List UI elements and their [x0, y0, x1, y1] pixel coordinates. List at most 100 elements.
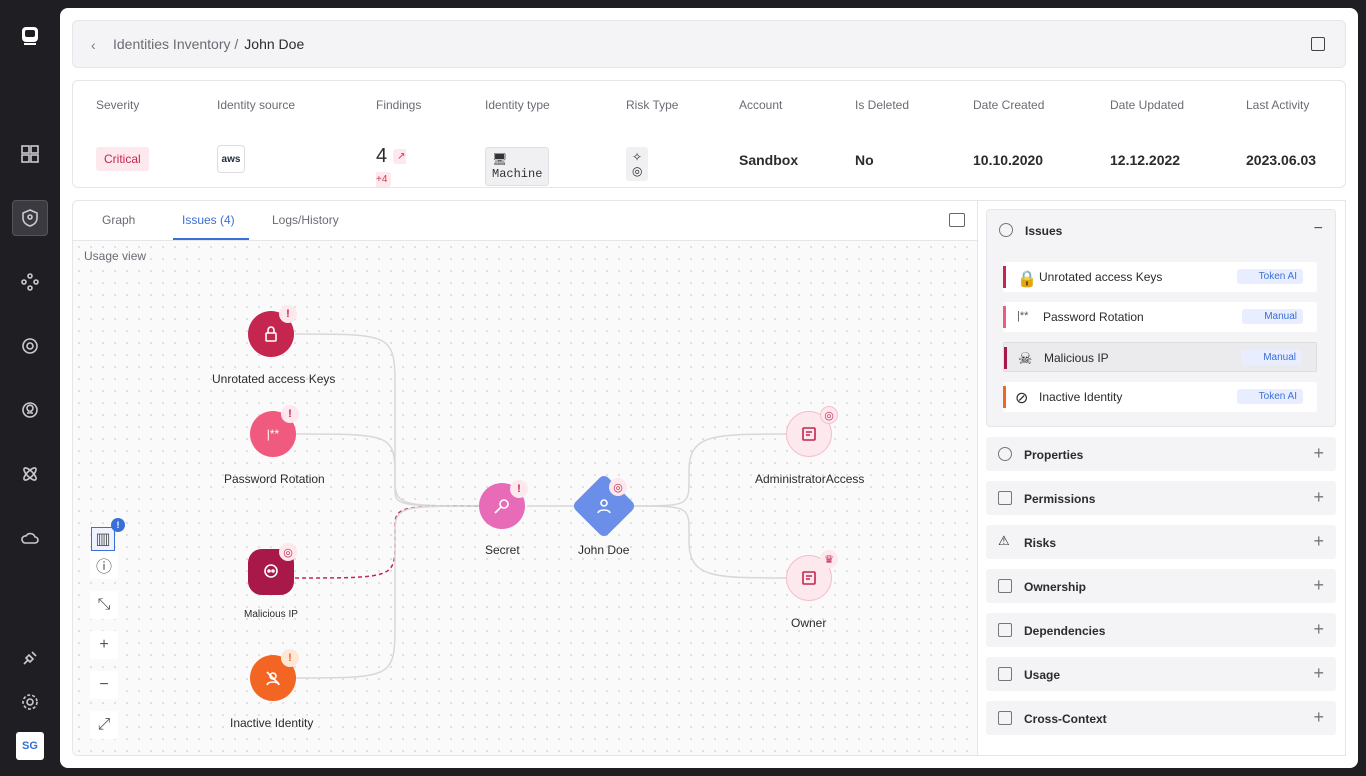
active-tab-underline [173, 238, 249, 240]
risk-type-icons: ✧ ◎ [626, 147, 649, 181]
alert-badge-icon: ! [510, 480, 528, 498]
fit-screen-icon[interactable]: ⤢ [90, 711, 118, 739]
identity-type-chip: 🖥 Machine [485, 147, 550, 186]
issue-item[interactable]: |** Password Rotation Manual [1003, 302, 1317, 332]
zoom-in-icon[interactable]: + [90, 631, 118, 659]
inactive-user-icon: ⊘ [1015, 390, 1029, 407]
node-label: Unrotated access Keys [212, 372, 336, 386]
user-avatar[interactable]: SG [16, 732, 44, 760]
identity-source-label: Identity source [217, 98, 296, 112]
section-usage[interactable]: Usage + [986, 657, 1336, 691]
node-label: Owner [791, 616, 827, 630]
tab-graph[interactable]: Graph [102, 213, 136, 227]
zoom-out-icon[interactable]: − [90, 671, 118, 699]
account-label: Account [739, 98, 783, 112]
bar-chart-icon [998, 667, 1012, 681]
atom-icon[interactable] [12, 456, 48, 492]
table-icon [998, 623, 1012, 637]
password-icon: |** [1017, 310, 1029, 322]
back-chevron-icon[interactable]: ‹ [91, 37, 96, 53]
expand-plus-icon[interactable]: + [1313, 443, 1324, 463]
issues-section: Issues − 🔒 Unrotated access Keys Token AI … [986, 209, 1336, 427]
issue-item[interactable]: ⊘ Inactive Identity Token AI [1003, 382, 1317, 412]
tab-issues[interactable]: Issues (4) [182, 213, 235, 227]
owner-list-icon [998, 579, 1012, 593]
last-activity-value: 2023.06.03 [1246, 152, 1317, 168]
usage-view-label: Usage view [84, 249, 147, 263]
document-icon [998, 491, 1012, 505]
section-cross-context[interactable]: Cross-Context + [986, 701, 1336, 735]
is-deleted-label: Is Deleted [855, 98, 910, 112]
cross-context-icon [998, 711, 1012, 725]
manual-tag: Manual [1241, 350, 1302, 365]
breadcrumb: Identities Inventory / John Doe [113, 36, 304, 52]
collapse-minus-icon[interactable]: − [1313, 220, 1323, 237]
issue-item[interactable]: 🔒 Unrotated access Keys Token AI [1003, 262, 1317, 292]
identity-type-label: Identity type [485, 98, 550, 112]
section-ownership[interactable]: Ownership + [986, 569, 1336, 603]
info-circle-icon [999, 223, 1013, 237]
dashboard-icon[interactable] [12, 136, 48, 172]
plug-icon[interactable] [12, 640, 48, 676]
token-ai-tag: Token AI [1236, 389, 1303, 404]
tab-logs-history[interactable]: Logs/History [272, 213, 339, 227]
date-updated-label: Date Updated [1110, 98, 1185, 112]
node-administrator-access[interactable] [786, 411, 832, 457]
expand-plus-icon[interactable]: + [1313, 575, 1324, 595]
account-value: Sandbox [739, 152, 799, 168]
target-icon[interactable] [12, 328, 48, 364]
collapse-view-icon[interactable]: ⤡ [90, 591, 118, 619]
omega-icon[interactable] [12, 392, 48, 428]
last-activity-label: Last Activity [1246, 98, 1310, 112]
alert-badge-icon: ! [281, 405, 299, 423]
date-updated-value: 12.12.2022 [1110, 152, 1181, 168]
node-label: John Doe [578, 543, 630, 557]
identity-shield-icon[interactable] [12, 200, 48, 236]
node-john-doe[interactable] [571, 473, 637, 539]
settings-gear-icon[interactable] [12, 684, 48, 720]
node-label: Inactive Identity [230, 716, 314, 730]
identity-summary: Severity Critical Identity source aws Find… [72, 80, 1346, 188]
integrations-icon[interactable] [12, 264, 48, 300]
collapse-panel-icon[interactable] [949, 213, 965, 227]
alert-badge-icon: ! [279, 305, 297, 323]
breadcrumb-bar: ‹ Identities Inventory / John Doe [72, 20, 1346, 68]
issues-view-toggle-icon[interactable]: ⓘ [90, 551, 118, 579]
main-content: ‹ Identities Inventory / John Doe Severit… [60, 8, 1358, 768]
token-ai-tag: Token AI [1236, 269, 1303, 284]
date-created-label: Date Created [973, 98, 1045, 112]
details-panel: Issues − 🔒 Unrotated access Keys Token AI … [978, 200, 1346, 756]
findings-label: Findings [376, 98, 422, 112]
issue-item[interactable]: ☠ Malicious IP Manual [1003, 342, 1317, 372]
expand-plus-icon[interactable]: + [1313, 707, 1324, 727]
expand-plus-icon[interactable]: + [1313, 619, 1324, 639]
date-created-value: 10.10.2020 [973, 152, 1044, 168]
risk-type-label: Risk Type [626, 98, 679, 112]
manual-tag: Manual [1242, 309, 1303, 324]
aws-logo-icon: aws [217, 145, 245, 173]
issues-title: Issues [1025, 224, 1063, 238]
section-dependencies[interactable]: Dependencies + [986, 613, 1336, 647]
sidebar: SG [0, 0, 60, 776]
skull-icon: ☠ [1018, 351, 1033, 368]
is-deleted-value: No [855, 152, 874, 168]
section-risks[interactable]: ⚠ Risks + [986, 525, 1336, 559]
node-label: Malicious IP [244, 609, 298, 620]
node-label: Password Rotation [224, 472, 325, 486]
expand-plus-icon[interactable]: + [1313, 487, 1324, 507]
severity-badge: Critical [96, 147, 149, 171]
severity-label: Severity [96, 98, 140, 112]
open-external-icon[interactable] [1311, 37, 1325, 51]
breadcrumb-parent[interactable]: Identities Inventory / [113, 36, 239, 52]
cloud-icon[interactable] [12, 520, 48, 556]
usage-view-toggle-icon[interactable]: ▥ [91, 527, 115, 551]
crown-badge-icon: ♛ [820, 550, 838, 568]
expand-plus-icon[interactable]: + [1313, 663, 1324, 683]
expand-plus-icon[interactable]: + [1313, 531, 1324, 551]
graph-edges [294, 333, 788, 679]
section-properties[interactable]: Properties + [986, 437, 1336, 471]
omega-badge-icon: ◎ [820, 406, 838, 424]
logo-icon [12, 18, 48, 54]
graph-canvas[interactable]: Usage view ! Unrotated access Keys |** !… [73, 241, 977, 755]
section-permissions[interactable]: Permissions + [986, 481, 1336, 515]
